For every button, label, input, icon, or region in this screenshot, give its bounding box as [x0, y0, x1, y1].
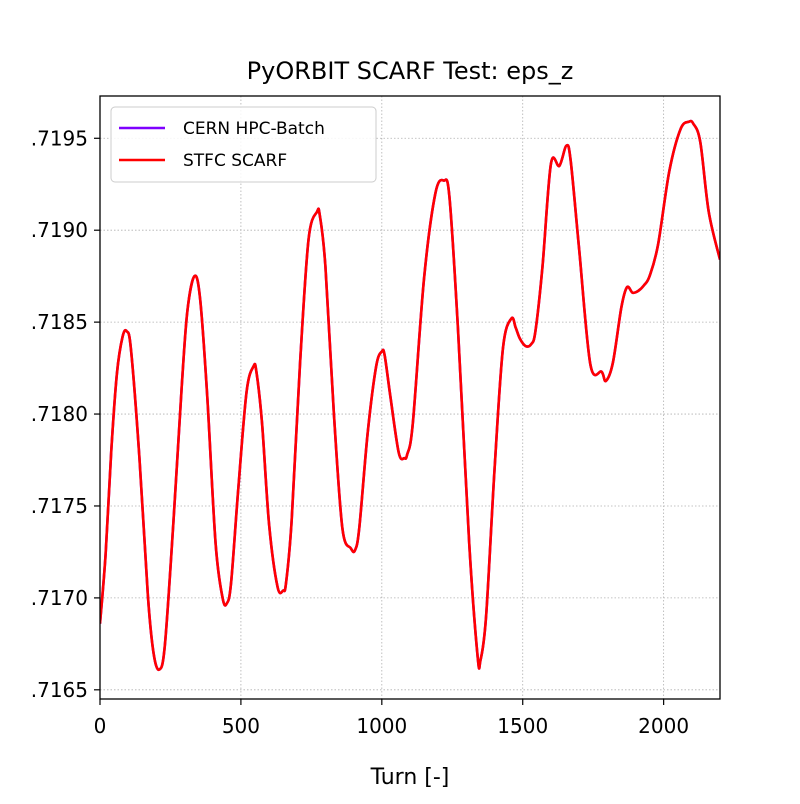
x-tick-label: 1500 [497, 714, 548, 738]
plot-frame [99, 95, 721, 700]
y-tick-label: .7185 [31, 310, 88, 334]
plot-layer [100, 119, 720, 672]
legend-box [110, 106, 377, 183]
legend-label: CERN HPC-Batch [183, 119, 325, 139]
y-tick-label: .7195 [31, 126, 88, 150]
y-tick-label: .7180 [31, 402, 88, 426]
x-tick-label: 500 [222, 714, 260, 738]
legend-label: STFC SCARF [183, 151, 287, 171]
x-tick-label: 2000 [638, 714, 689, 738]
y-tick-label: .7170 [31, 586, 88, 610]
legend: CERN HPC-Batch STFC SCARF [110, 106, 377, 183]
x-axis-label: Turn [-] [370, 765, 450, 790]
series-line-1 [100, 119, 720, 672]
x-tick-label: 1000 [356, 714, 407, 738]
y-tick-label: .7190 [31, 218, 88, 242]
ticks-layer: 0 500 1000 1500 2000 .7165 .7170 .7175 .7180 .718… [31, 126, 689, 738]
y-tick-label: .7175 [31, 494, 88, 518]
y-tick-label: .7165 [31, 678, 88, 702]
x-tick-label: 0 [94, 714, 107, 738]
chart-title: PyORBIT SCARF Test: eps_z [247, 57, 574, 85]
